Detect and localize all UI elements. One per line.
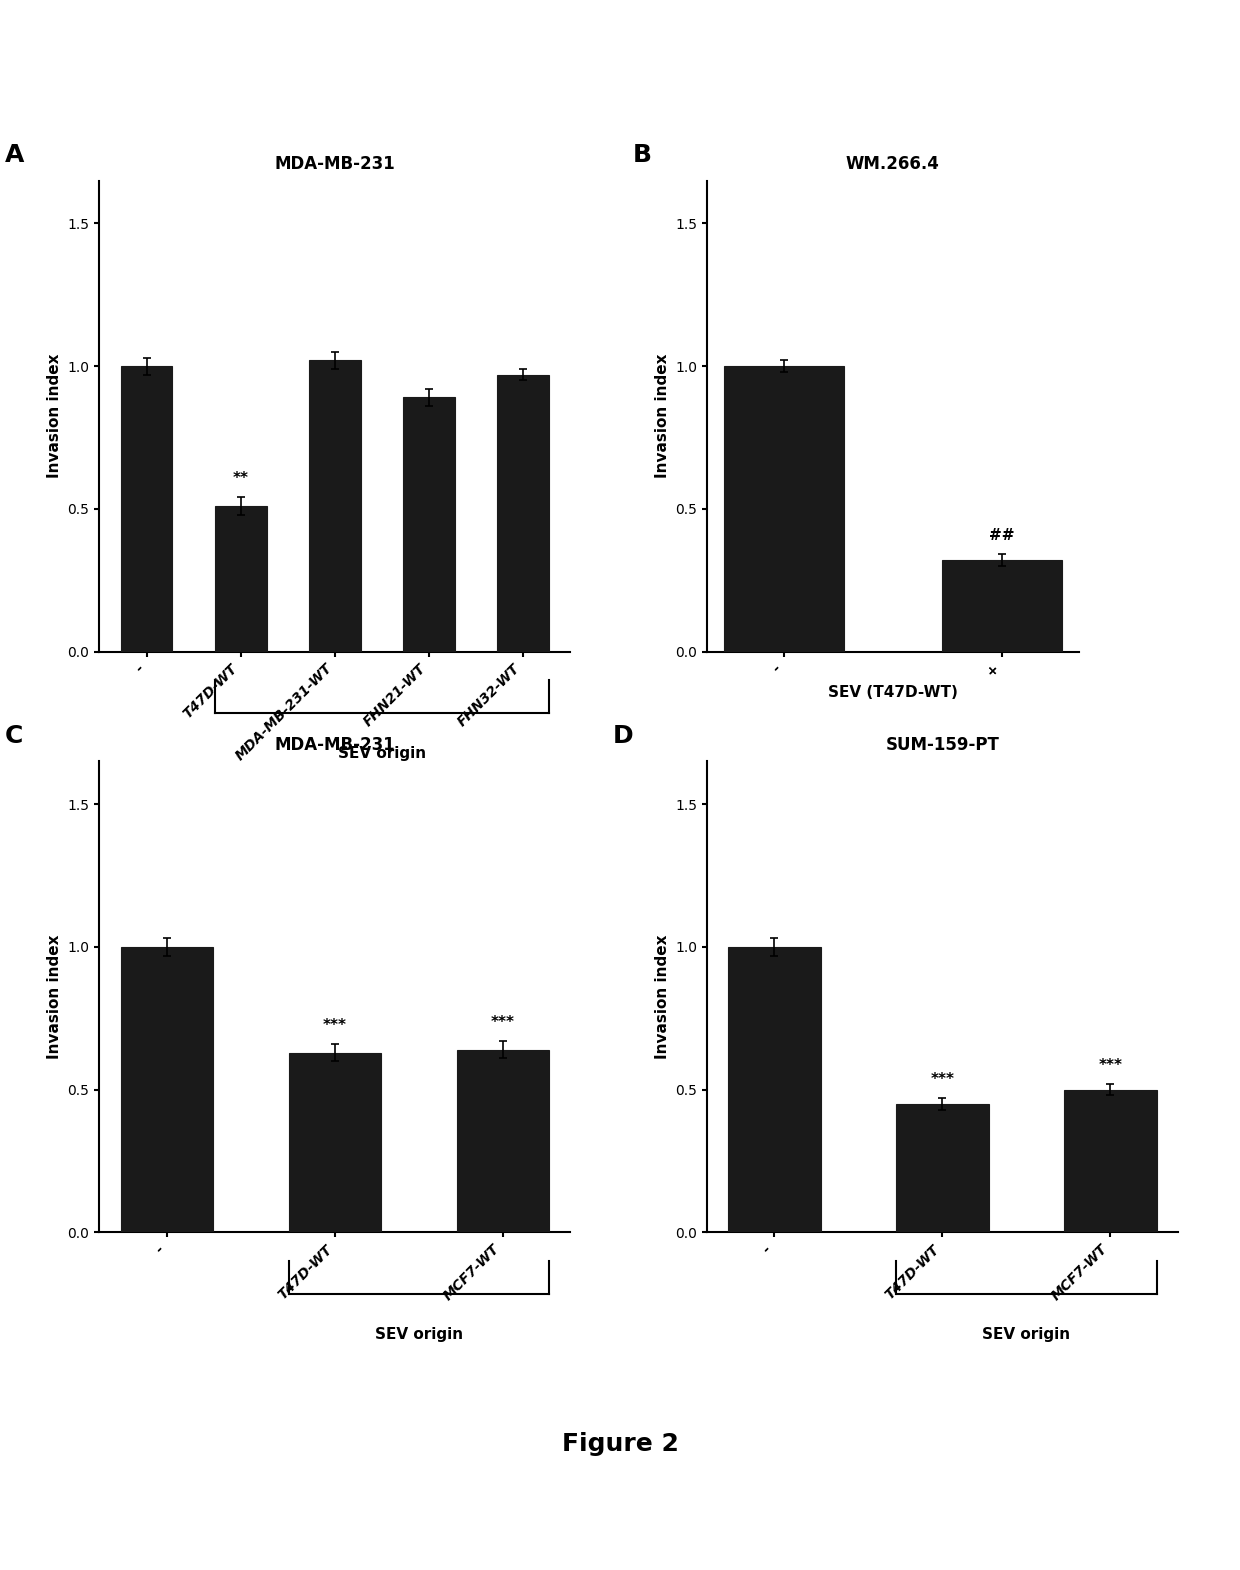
Title: WM.266.4: WM.266.4 [846, 155, 940, 173]
Text: C: C [5, 724, 24, 747]
Bar [403, 397, 455, 652]
Text: B: B [632, 143, 651, 166]
Text: Figure 2: Figure 2 [562, 1432, 678, 1457]
Y-axis label: Invasion index: Invasion index [655, 353, 670, 479]
Bar [897, 1104, 988, 1232]
Text: ***: *** [1099, 1058, 1122, 1072]
Bar [942, 560, 1061, 652]
Y-axis label: Invasion index: Invasion index [47, 934, 62, 1060]
Bar [120, 366, 172, 652]
Text: SEV origin: SEV origin [982, 1327, 1070, 1342]
Text: SEV origin: SEV origin [374, 1327, 463, 1342]
Text: ##: ## [990, 528, 1014, 543]
Bar [497, 375, 549, 652]
Text: ***: *** [491, 1014, 515, 1030]
Bar [456, 1050, 549, 1232]
Bar [289, 1052, 381, 1232]
Bar [120, 947, 213, 1232]
Text: D: D [613, 724, 634, 747]
Y-axis label: Invasion index: Invasion index [47, 353, 62, 479]
Bar [309, 361, 361, 652]
Text: **: ** [233, 471, 249, 487]
Text: SEV origin: SEV origin [337, 746, 425, 761]
Title: SUM-159-PT: SUM-159-PT [885, 736, 999, 754]
Y-axis label: Invasion index: Invasion index [655, 934, 670, 1060]
Title: MDA-MB-231: MDA-MB-231 [274, 155, 396, 173]
Title: MDA-MB-231: MDA-MB-231 [274, 736, 396, 754]
Bar [724, 366, 843, 652]
Text: ***: *** [930, 1072, 955, 1086]
Text: A: A [5, 143, 25, 166]
Bar [215, 506, 267, 652]
Text: ***: *** [322, 1017, 347, 1033]
Bar [1064, 1090, 1157, 1232]
Bar [728, 947, 821, 1232]
X-axis label: SEV (T47D-WT): SEV (T47D-WT) [828, 685, 957, 700]
